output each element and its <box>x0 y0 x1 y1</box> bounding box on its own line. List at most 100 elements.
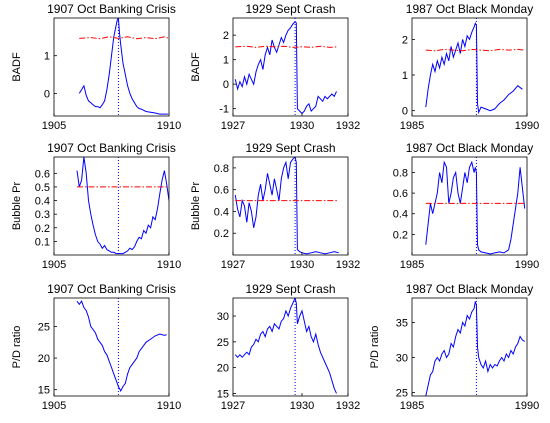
y-tick-label: 0.2 <box>393 229 408 241</box>
panel-2: 1929 Sept Crash BADF 1927 1930 1932 -1 0 1 2 <box>190 2 360 132</box>
y-tick-label: 20 <box>38 353 50 365</box>
y-tick-label: 0.8 <box>393 167 408 179</box>
panel-title: 1987 Oct Black Monday <box>406 2 533 16</box>
panel-3: 1987 Oct Black Monday 1985 1990 0 1 2 <box>400 2 539 132</box>
y-axis-label: BADF <box>11 52 23 82</box>
y-axis-label: P/D ratio <box>11 326 23 369</box>
axes-frame <box>411 156 528 256</box>
panel-title: 1929 Sept Crash <box>245 141 335 155</box>
x-tick-label: 1930 <box>290 259 314 271</box>
x-tick-label: 1990 <box>515 400 539 412</box>
panel-9: 1987 Oct Black Monday P/D ratio 1985 1990 25… <box>369 282 539 412</box>
panel-6: 1987 Oct Black Monday 1985 1990 0.2 0.4 0.6 0.… <box>393 141 540 271</box>
x-tick-label: 1985 <box>400 120 424 132</box>
y-axis-label: BADF <box>190 52 202 82</box>
y-axis-label: Bubble Pr <box>11 182 23 231</box>
x-tick-label: 1905 <box>42 259 66 271</box>
y-tick-label: 0.6 <box>393 188 408 200</box>
panel-7: 1907 Oct Banking Crisis P/D ratio 1905 1910… <box>11 282 181 412</box>
plot-area <box>425 298 525 396</box>
axes-frame <box>53 297 170 397</box>
y-tick-label: 0 <box>402 106 408 118</box>
plot-area <box>76 298 167 396</box>
critical-value-line <box>79 36 169 40</box>
y-tick-label: 25 <box>217 337 229 349</box>
x-tick-label: 1927 <box>221 120 245 132</box>
x-tick-label: 1927 <box>221 400 245 412</box>
y-tick-label: 0.6 <box>214 185 229 197</box>
axes-frame <box>232 17 349 117</box>
y-tick-label: 25 <box>38 321 50 333</box>
panel-8: 1929 Sept Crash 1927 1930 1932 15 20 25 30 <box>217 282 360 412</box>
panel-title: 1987 Oct Black Monday <box>406 282 533 296</box>
plot-area <box>425 157 526 255</box>
data-series-line <box>78 18 168 115</box>
plot-area <box>78 18 169 116</box>
data-series-line <box>234 298 337 394</box>
x-tick-label: 1985 <box>400 400 424 412</box>
y-tick-label: 0.2 <box>214 228 229 240</box>
data-series-line <box>234 20 337 115</box>
y-tick-label: 0.4 <box>214 206 229 218</box>
axes-frame <box>232 297 349 397</box>
axes-frame <box>53 156 170 256</box>
x-tick-label: 1932 <box>336 120 360 132</box>
x-tick-label: 1930 <box>290 400 314 412</box>
data-series-line <box>425 301 525 396</box>
y-tick-label: 0.3 <box>35 209 50 221</box>
x-tick-label: 1932 <box>336 259 360 271</box>
x-tick-label: 1905 <box>42 400 66 412</box>
x-tick-label: 1910 <box>157 259 181 271</box>
x-tick-label: 1990 <box>515 259 539 271</box>
y-tick-label: 25 <box>396 388 408 400</box>
x-tick-label: 1910 <box>157 400 181 412</box>
y-tick-label: 0.6 <box>35 168 50 180</box>
y-tick-label: 30 <box>217 311 229 323</box>
plot-area <box>234 157 339 255</box>
plot-area <box>234 18 337 116</box>
y-tick-label: 2 <box>223 30 229 42</box>
x-tick-label: 1910 <box>157 120 181 132</box>
y-tick-label: 0.1 <box>35 236 50 248</box>
critical-value-line <box>425 48 525 52</box>
axes-frame <box>232 156 349 256</box>
x-tick-label: 1905 <box>42 120 66 132</box>
y-tick-label: 0.8 <box>214 163 229 175</box>
x-tick-label: 1990 <box>515 120 539 132</box>
plot-area <box>76 157 169 255</box>
y-tick-label: 15 <box>217 388 229 400</box>
y-tick-label: 0.4 <box>35 196 50 208</box>
y-axis-label: Bubble Pr <box>190 182 202 231</box>
y-tick-label: 1 <box>223 55 229 67</box>
data-series-line <box>76 300 167 392</box>
plot-area <box>425 18 525 116</box>
data-series-line <box>234 157 339 255</box>
axes-frame <box>411 297 528 397</box>
panel-title: 1907 Oct Banking Crisis <box>47 2 176 16</box>
y-tick-label: 30 <box>396 353 408 365</box>
y-tick-label: -1 <box>219 104 229 116</box>
axes-frame <box>411 17 528 117</box>
x-tick-label: 1930 <box>290 120 314 132</box>
y-tick-label: 0 <box>223 79 229 91</box>
panel-title: 1929 Sept Crash <box>245 282 335 296</box>
y-tick-label: 0.2 <box>35 223 50 235</box>
data-series-line <box>76 157 169 255</box>
data-series-line <box>425 22 523 115</box>
panel-5: 1929 Sept Crash Bubble Pr 1927 1930 1932 0.2 0… <box>190 141 360 271</box>
y-tick-label: 35 <box>396 318 408 330</box>
y-axis-label: P/D ratio <box>369 326 381 369</box>
y-tick-label: 2 <box>402 34 408 46</box>
panel-1: 1907 Oct Banking Crisis BADF 1905 1910 0 1 <box>11 2 181 132</box>
plot-area <box>234 298 337 396</box>
panel-title: 1907 Oct Banking Crisis <box>47 141 176 155</box>
data-series-line <box>425 160 526 255</box>
y-tick-label: 15 <box>38 385 50 397</box>
y-tick-label: 20 <box>217 363 229 375</box>
y-tick-label: 0 <box>44 88 50 100</box>
panel-title: 1929 Sept Crash <box>245 2 335 16</box>
y-tick-label: 1 <box>402 70 408 82</box>
y-tick-label: 0.4 <box>393 209 408 221</box>
y-tick-label: 1 <box>44 51 50 63</box>
